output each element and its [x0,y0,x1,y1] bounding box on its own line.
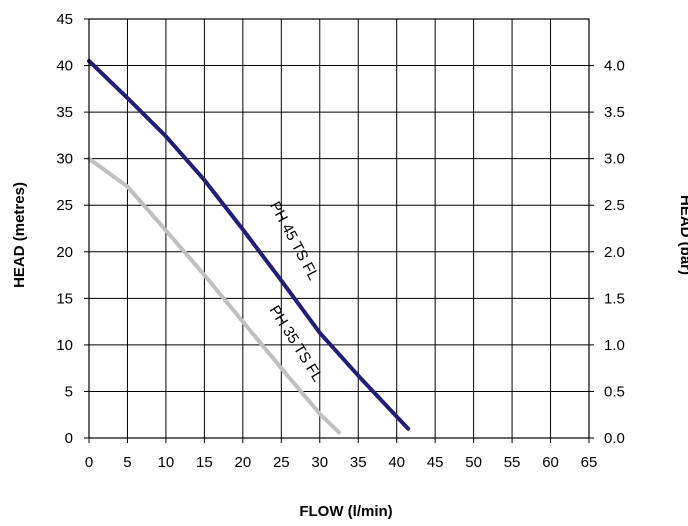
y-tick-label: 30 [56,151,73,168]
x-tick-label: 30 [311,454,328,471]
y-tick-label: 15 [56,290,73,307]
y-tick-label: 45 [56,11,73,28]
y2-tick-label: 0.0 [604,430,625,447]
y-tick-label: 25 [56,197,73,214]
y2-tick-label: 0.5 [604,383,625,400]
x-tick-label: 60 [542,454,559,471]
x-tick-label: 50 [465,454,482,471]
series-label-ph35: PH 35 TS FL [266,302,326,384]
x-tick-label: 55 [504,454,521,471]
y-tick-label: 10 [56,337,73,354]
series-lines [87,58,411,435]
series-line-0 [87,58,411,431]
x-tick-label: 25 [273,454,290,471]
y-axis-title: HEAD (metres) [11,182,28,288]
x-tick-label: 45 [427,454,444,471]
x-tick-label: 40 [388,454,405,471]
x-tick-label: 5 [123,454,131,471]
y2-tick-label: 2.5 [604,197,625,214]
y2-tick-label: 3.0 [604,151,625,168]
y2-tick-label: 1.5 [604,290,625,307]
y2-axis-ticks: 0.0 0.5 1.0 1.5 2.0 2.5 3.0 3.5 4.0 [589,58,625,447]
y-tick-label: 20 [56,244,73,261]
y2-axis-title: HEAD (bar) [677,195,688,275]
y2-tick-label: 2.0 [604,244,625,261]
x-tick-label: 10 [158,454,175,471]
y-axis-ticks: 0 5 10 15 20 25 30 35 40 45 [56,11,89,447]
y-tick-label: 0 [65,430,73,447]
x-tick-label: 0 [85,454,93,471]
plot-border [88,18,590,439]
x-tick-label: 20 [235,454,252,471]
y2-tick-label: 3.5 [604,104,625,121]
x-axis-title: FLOW (l/min) [299,503,392,520]
series-line-1 [87,156,341,435]
x-tick-label: 35 [350,454,367,471]
y2-tick-label: 1.0 [604,337,625,354]
y-tick-label: 5 [65,383,73,400]
y2-tick-label: 4.0 [604,58,625,75]
y-tick-label: 35 [56,104,73,121]
y-tick-label: 40 [56,58,73,75]
plot-frame [88,18,590,439]
x-axis-ticks: 0 5 10 15 20 25 30 35 40 45 50 55 60 65 [85,438,598,471]
x-tick-label: 15 [196,454,213,471]
x-tick-label: 65 [581,454,598,471]
